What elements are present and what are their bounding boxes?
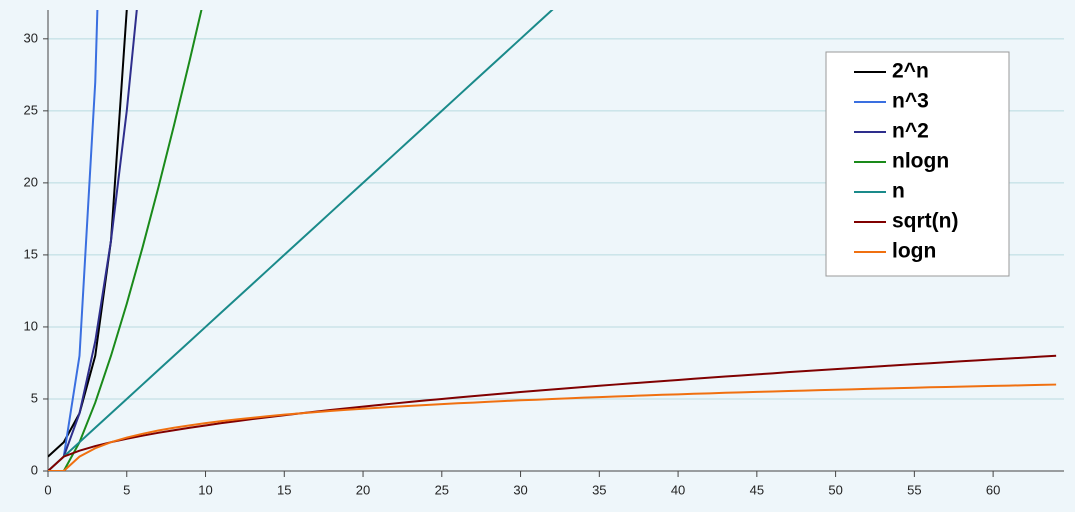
x-tick-label: 15 <box>277 482 291 497</box>
plot-area <box>48 10 1057 471</box>
series-line <box>48 10 128 458</box>
x-tick-label: 45 <box>750 482 764 497</box>
x-tick-label: 30 <box>513 482 527 497</box>
x-tick-label: 20 <box>356 482 370 497</box>
y-tick-label: 10 <box>24 318 38 333</box>
series-line <box>48 383 1057 471</box>
y-tick-label: 25 <box>24 102 38 117</box>
x-tick-label: 55 <box>907 482 921 497</box>
series-line <box>48 354 1057 471</box>
x-tick-label: 60 <box>986 482 1000 497</box>
x-tick-label: 5 <box>123 482 130 497</box>
x-tick-label: 25 <box>435 482 449 497</box>
legend-box <box>825 51 1010 277</box>
x-tick-label: 35 <box>592 482 606 497</box>
legend-label: sqrt(n) <box>892 210 959 233</box>
x-tick-label: 40 <box>671 482 685 497</box>
series-line <box>48 10 554 471</box>
x-tick-label: 50 <box>828 482 842 497</box>
legend-label: n^3 <box>892 90 929 113</box>
legend-label: n <box>892 180 905 203</box>
legend-label: 2^n <box>892 60 929 83</box>
y-tick-label: 15 <box>24 246 38 261</box>
y-tick-label: 5 <box>31 390 38 405</box>
y-tick-label: 20 <box>24 174 38 189</box>
legend-label: n^2 <box>892 120 929 143</box>
x-tick-label: 10 <box>198 482 212 497</box>
series-line <box>62 10 99 457</box>
legend-label: nlogn <box>892 150 949 173</box>
series-line <box>62 10 138 457</box>
x-tick-label: 0 <box>44 482 51 497</box>
legend-label: logn <box>892 240 936 263</box>
y-tick-label: 30 <box>24 30 38 45</box>
y-tick-label: 0 <box>31 462 38 477</box>
